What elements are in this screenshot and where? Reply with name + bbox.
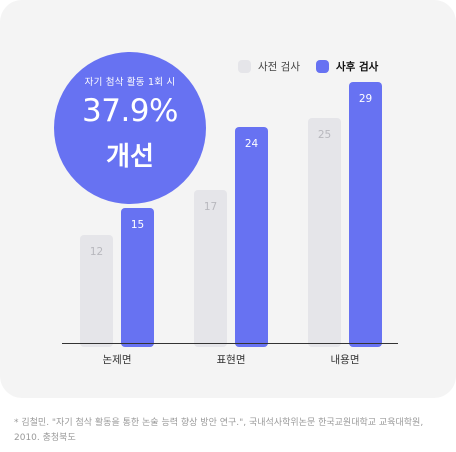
legend-item-post: 사후 검사 xyxy=(316,59,378,74)
x-tick-label-1: 논제면 xyxy=(103,354,132,366)
badge-caption: 자기 첨삭 활동 1회 시 xyxy=(54,74,206,88)
badge-percent: 37.9% xyxy=(54,93,206,129)
legend-swatch-post xyxy=(316,60,329,73)
chart-legend: 사전 검사 사후 검사 xyxy=(238,59,394,73)
x-tick-label-3: 내용면 xyxy=(331,354,360,366)
data-label-post-2: 24 xyxy=(245,138,259,150)
data-label-post-1: 15 xyxy=(131,219,144,231)
data-label-post-3: 29 xyxy=(359,93,372,105)
legend-label-post: 사후 검사 xyxy=(336,59,378,74)
legend-item-pre: 사전 검사 xyxy=(238,59,300,74)
improvement-badge: 자기 첨삭 활동 1회 시 37.9% 개선 xyxy=(54,52,206,204)
x-tick-label-2: 표현면 xyxy=(217,354,246,366)
source-footnote: * 김철민. "자기 첨삭 활동을 통한 논술 능력 향상 방안 연구.", 국… xyxy=(14,416,450,446)
legend-swatch-pre xyxy=(238,60,251,73)
data-label-pre-2: 17 xyxy=(204,201,217,213)
bar-post-2 xyxy=(235,127,268,347)
badge-improvement-label: 개선 xyxy=(54,136,206,173)
bar-post-3 xyxy=(349,82,382,347)
data-label-pre-3: 25 xyxy=(318,129,331,141)
data-label-pre-1: 12 xyxy=(90,246,103,258)
bar-pre-2 xyxy=(194,190,227,347)
bar-pre-3 xyxy=(308,118,341,347)
legend-label-pre: 사전 검사 xyxy=(258,59,300,74)
